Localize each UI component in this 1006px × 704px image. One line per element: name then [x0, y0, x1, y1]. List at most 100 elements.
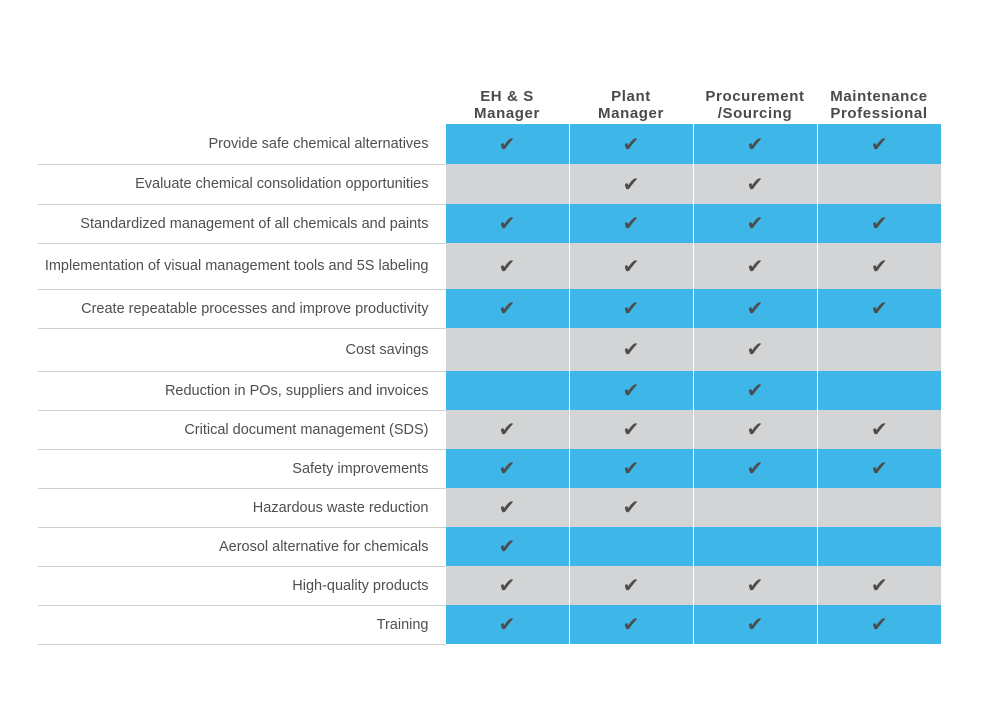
column-header-procurement-sourcing: Procurement /Sourcing [705, 88, 805, 122]
table-cell: ✔ [568, 164, 693, 204]
matrix-body: Provide safe chemical alternatives ✔ ✔ ✔ ✔ Ev… [38, 124, 941, 645]
table-row: Evaluate chemical consolidation opportun… [38, 164, 941, 205]
checkmark-icon: ✔ [746, 456, 764, 480]
checkmark-icon: ✔ [498, 131, 516, 156]
table-cell: ✔ [568, 410, 693, 449]
table-cell [444, 371, 569, 410]
table-cell: ✔ [692, 204, 817, 243]
table-cell: ✔ [692, 289, 817, 328]
checkmark-icon: ✔ [622, 337, 640, 361]
table-row: Provide safe chemical alternatives ✔ ✔ ✔ ✔ [38, 124, 941, 165]
checkmark-icon: ✔ [870, 296, 888, 320]
checkmark-icon: ✔ [498, 253, 516, 278]
table-row: Safety improvements ✔ ✔ ✔ ✔ [38, 449, 941, 489]
table-cell: ✔ [568, 566, 693, 605]
table-cell: ✔ [692, 566, 817, 605]
column-header-plant-manager: Plant Manager [598, 88, 664, 122]
table-cell [568, 527, 693, 566]
checkmark-icon: ✔ [498, 495, 516, 519]
row-label: High-quality products [38, 566, 445, 606]
checkmark-icon: ✔ [746, 337, 764, 361]
table-cell: ✔ [568, 605, 693, 644]
table-cell: ✔ [444, 204, 569, 243]
checkmark-icon: ✔ [622, 131, 640, 156]
row-label: Implementation of visual management tool… [38, 243, 445, 290]
checkmark-icon: ✔ [746, 378, 764, 402]
table-cell: ✔ [816, 243, 941, 289]
checkmark-icon: ✔ [498, 417, 516, 441]
table-row: Aerosol alternative for chemicals ✔ [38, 527, 941, 567]
checkmark-icon: ✔ [870, 456, 888, 480]
checkmark-icon: ✔ [870, 131, 888, 156]
checkmark-icon: ✔ [870, 612, 888, 636]
checkmark-icon: ✔ [870, 417, 888, 441]
table-row: Standardized management of all chemicals… [38, 204, 941, 244]
table-cell: ✔ [816, 289, 941, 328]
checkmark-icon: ✔ [622, 417, 640, 441]
table-cell: ✔ [568, 328, 693, 371]
checkmark-icon: ✔ [498, 612, 516, 636]
table-cell: ✔ [444, 243, 569, 289]
table-cell [816, 328, 941, 371]
row-label: Evaluate chemical consolidation opportun… [38, 164, 445, 205]
checkmark-icon: ✔ [622, 211, 640, 235]
row-label: Training [38, 605, 445, 645]
table-cell: ✔ [692, 328, 817, 371]
table-cell: ✔ [444, 410, 569, 449]
checkmark-icon: ✔ [870, 253, 888, 278]
table-row: High-quality products ✔ ✔ ✔ ✔ [38, 566, 941, 606]
table-cell [816, 527, 941, 566]
table-cell: ✔ [692, 164, 817, 204]
row-label: Cost savings [38, 328, 445, 372]
checkmark-icon: ✔ [622, 296, 640, 320]
checkmark-icon: ✔ [622, 495, 640, 519]
checkmark-icon: ✔ [746, 417, 764, 441]
table-cell: ✔ [568, 124, 693, 164]
table-cell: ✔ [444, 124, 569, 164]
table-cell: ✔ [692, 243, 817, 289]
table-row: Training ✔ ✔ ✔ ✔ [38, 605, 941, 645]
table-cell: ✔ [692, 371, 817, 410]
checkmark-icon: ✔ [870, 211, 888, 235]
table-cell: ✔ [816, 566, 941, 605]
table-cell: ✔ [568, 289, 693, 328]
table-cell: ✔ [816, 449, 941, 488]
table-cell: ✔ [568, 204, 693, 243]
table-cell [444, 328, 569, 371]
checkmark-icon: ✔ [498, 573, 516, 597]
table-cell [444, 164, 569, 204]
checkmark-icon: ✔ [498, 456, 516, 480]
checkmark-icon: ✔ [746, 253, 764, 278]
header-corner [38, 80, 445, 124]
checkmark-icon: ✔ [622, 171, 640, 196]
column-header-maintenance-professional: Maintenance Professional [830, 88, 928, 122]
checkmark-icon: ✔ [622, 456, 640, 480]
table-row: Critical document management (SDS) ✔ ✔ ✔ ✔ [38, 410, 941, 450]
table-cell [816, 164, 941, 204]
row-label: Provide safe chemical alternatives [38, 124, 445, 165]
table-row: Implementation of visual management tool… [38, 243, 941, 290]
table-cell: ✔ [568, 243, 693, 289]
table-cell: ✔ [444, 527, 569, 566]
table-cell: ✔ [816, 124, 941, 164]
checkmark-icon: ✔ [622, 378, 640, 402]
checkmark-icon: ✔ [870, 573, 888, 597]
row-label: Aerosol alternative for chemicals [38, 527, 445, 567]
row-label: Standardized management of all chemicals… [38, 204, 445, 244]
table-cell: ✔ [568, 488, 693, 527]
table-cell: ✔ [816, 204, 941, 243]
table-row: Reduction in POs, suppliers and invoices… [38, 371, 941, 411]
checkmark-icon: ✔ [622, 253, 640, 278]
table-cell: ✔ [444, 488, 569, 527]
table-row: Cost savings ✔ ✔ [38, 328, 941, 372]
checkmark-icon: ✔ [746, 573, 764, 597]
checkmark-icon: ✔ [622, 573, 640, 597]
table-row: Hazardous waste reduction ✔ ✔ [38, 488, 941, 528]
row-label: Reduction in POs, suppliers and invoices [38, 371, 445, 411]
table-cell [692, 527, 817, 566]
table-cell: ✔ [444, 605, 569, 644]
benefits-matrix-table: EH & S Manager Plant Manager Procurement… [38, 80, 941, 645]
table-cell: ✔ [692, 410, 817, 449]
table-cell: ✔ [444, 449, 569, 488]
column-header-eh-s-manager: EH & S Manager [474, 88, 540, 122]
